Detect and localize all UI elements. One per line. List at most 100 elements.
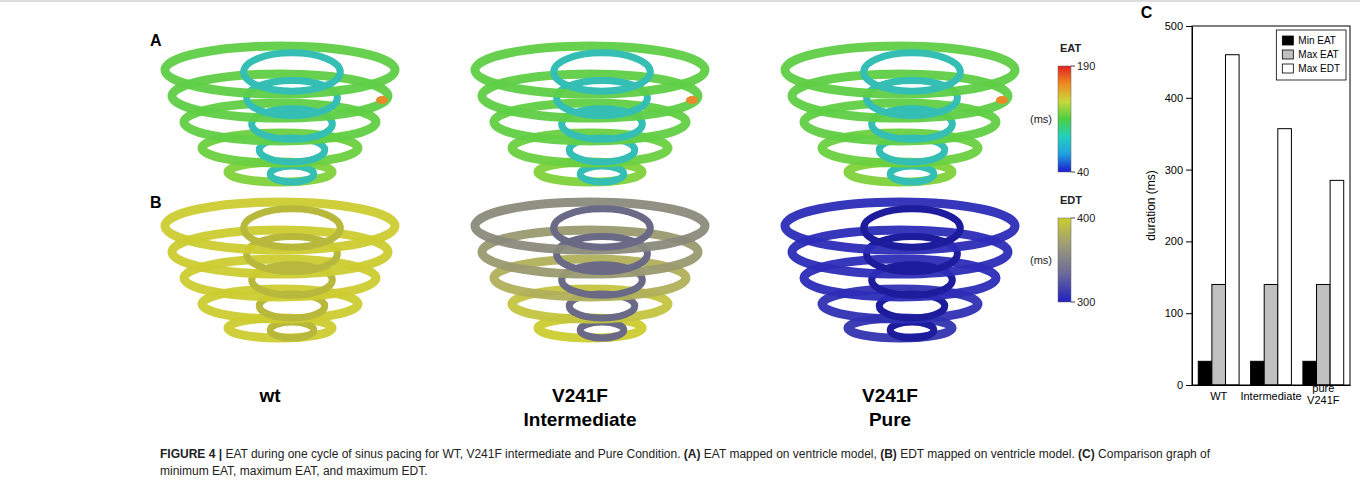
ventricle-inner-ring	[864, 209, 961, 247]
top-rule	[0, 1, 1360, 2]
y-tick: 100	[1165, 307, 1192, 319]
y-tick-label: 0	[1177, 379, 1183, 391]
ventricle-patch	[686, 96, 698, 104]
legend-box	[1276, 30, 1346, 80]
caption-segment: EDT mapped on ventricle model.	[897, 447, 1078, 461]
x-tick-label-line: pure	[1312, 382, 1334, 394]
bar	[1212, 284, 1226, 385]
colorbar: 300 400 EDT (ms)	[1030, 194, 1095, 308]
colorbar-ramp	[1058, 218, 1071, 302]
x-tick-label: pureV241F	[1307, 382, 1340, 406]
y-axis-title: duration (ms)	[1144, 170, 1158, 241]
caption-segment: (A)	[684, 447, 701, 461]
panel-b	[165, 202, 1015, 338]
model-label: wt	[258, 385, 281, 406]
ventricle-inner-ring	[244, 209, 341, 247]
y-tick-mark	[1186, 313, 1192, 314]
y-tick-label: 300	[1165, 164, 1183, 176]
y-axis: 0 100 200 300 400 500	[1165, 20, 1193, 391]
colorbar-tick-label: 40	[1077, 166, 1089, 178]
x-tick-label: Intermediate	[1240, 390, 1301, 402]
x-tick: WT	[1210, 385, 1227, 402]
caption-segment: FIGURE 4 |	[160, 447, 222, 461]
ventricle-inner-ring	[890, 322, 934, 338]
caption-segment: EAT during one cycle of sinus pacing for…	[222, 447, 684, 461]
figure-canvas: A Bwt V241F Intermediate V241F Pure 40 190 EAT (m…	[0, 0, 1360, 440]
panel-c: 0 100 200 300 400 500 WT Intermediate pureV241F d…	[1144, 20, 1351, 406]
colorbar: 40 190 EAT (ms)	[1030, 42, 1095, 178]
y-tick: 300	[1165, 164, 1192, 176]
colorbar-unit: (ms)	[1030, 113, 1052, 125]
caption-segment: (C)	[1078, 447, 1095, 461]
ventricle-ring	[475, 202, 705, 250]
bar	[1330, 180, 1344, 385]
colorbar-ramp	[1058, 66, 1071, 172]
bar	[1198, 361, 1212, 385]
panel-label: A	[150, 32, 162, 49]
x-tick: Intermediate	[1240, 385, 1301, 402]
x-tick-label: WT	[1210, 390, 1227, 402]
model-label: V241F	[552, 385, 608, 406]
colorbar-tick-label: 300	[1077, 296, 1095, 308]
y-tick-mark	[1186, 241, 1192, 242]
legend-swatch	[1282, 64, 1293, 73]
bars	[1198, 55, 1343, 385]
ventricle-inner-ring	[554, 209, 651, 247]
colorbar-tick	[1071, 218, 1075, 219]
model-label: Pure	[869, 409, 911, 430]
ventricle-inner-ring	[270, 322, 314, 338]
y-axis-line	[1192, 27, 1193, 386]
ventricle-inner-ring	[580, 322, 624, 338]
legend-label: Max EDT	[1298, 63, 1340, 74]
ventricle-patch	[996, 96, 1008, 104]
y-tick-label: 100	[1165, 307, 1183, 319]
x-tick-label-line: V241F	[1307, 394, 1340, 406]
ventricle-inner-ring	[244, 53, 341, 91]
x-axis: WT Intermediate pureV241F	[1193, 382, 1351, 406]
y-tick-mark	[1186, 26, 1192, 27]
panel-label: B	[150, 194, 162, 211]
model-label: Intermediate	[524, 409, 637, 430]
ventricle-inner-ring	[890, 166, 934, 182]
y-tick-label: 400	[1165, 92, 1183, 104]
y-tick: 500	[1165, 20, 1192, 32]
panel-a	[165, 46, 1015, 182]
y-tick-label: 200	[1165, 235, 1183, 247]
y-tick-mark	[1186, 98, 1192, 99]
colorbar-tick	[1071, 302, 1075, 303]
ventricle-inner-ring	[270, 166, 314, 182]
colorbar-tick-label: 400	[1077, 212, 1095, 224]
legend-label: Min EAT	[1298, 35, 1336, 46]
ventricle-inner-ring	[554, 53, 651, 91]
legend-swatch	[1282, 36, 1293, 45]
bar	[1264, 284, 1278, 385]
colorbar-title: EAT	[1060, 42, 1081, 54]
plot-frame	[1192, 26, 1350, 385]
colorbar-tick	[1071, 172, 1075, 173]
caption: FIGURE 4 | EAT during one cycle of sinus…	[160, 446, 1220, 480]
ventricle-ring	[785, 46, 1015, 94]
bar	[1225, 55, 1239, 385]
ventricle-ring	[165, 46, 395, 94]
colorbar-title: EDT	[1060, 194, 1082, 206]
colorbar-tick	[1071, 66, 1075, 67]
caption-segment: (B)	[880, 447, 897, 461]
bar	[1317, 284, 1331, 385]
y-tick: 400	[1165, 92, 1192, 104]
ventricle-ring	[475, 46, 705, 94]
ventricle-inner-ring	[864, 53, 961, 91]
panel-label: C	[1141, 4, 1153, 21]
y-tick-mark	[1186, 170, 1192, 171]
y-tick-mark	[1186, 385, 1192, 386]
x-tick: pureV241F	[1307, 382, 1340, 406]
legend: Min EAT Max EAT Max EDT	[1276, 30, 1346, 80]
legend-label: Max EAT	[1298, 49, 1338, 60]
y-tick: 0	[1177, 379, 1192, 391]
ventricle-patch	[376, 96, 388, 104]
caption-segment: EAT mapped on ventricle model,	[701, 447, 881, 461]
colorbar-unit: (ms)	[1030, 254, 1052, 266]
ventricle-ring	[165, 202, 395, 250]
bar	[1251, 361, 1265, 385]
colorbar-tick-label: 190	[1077, 60, 1095, 72]
bar	[1278, 129, 1292, 385]
